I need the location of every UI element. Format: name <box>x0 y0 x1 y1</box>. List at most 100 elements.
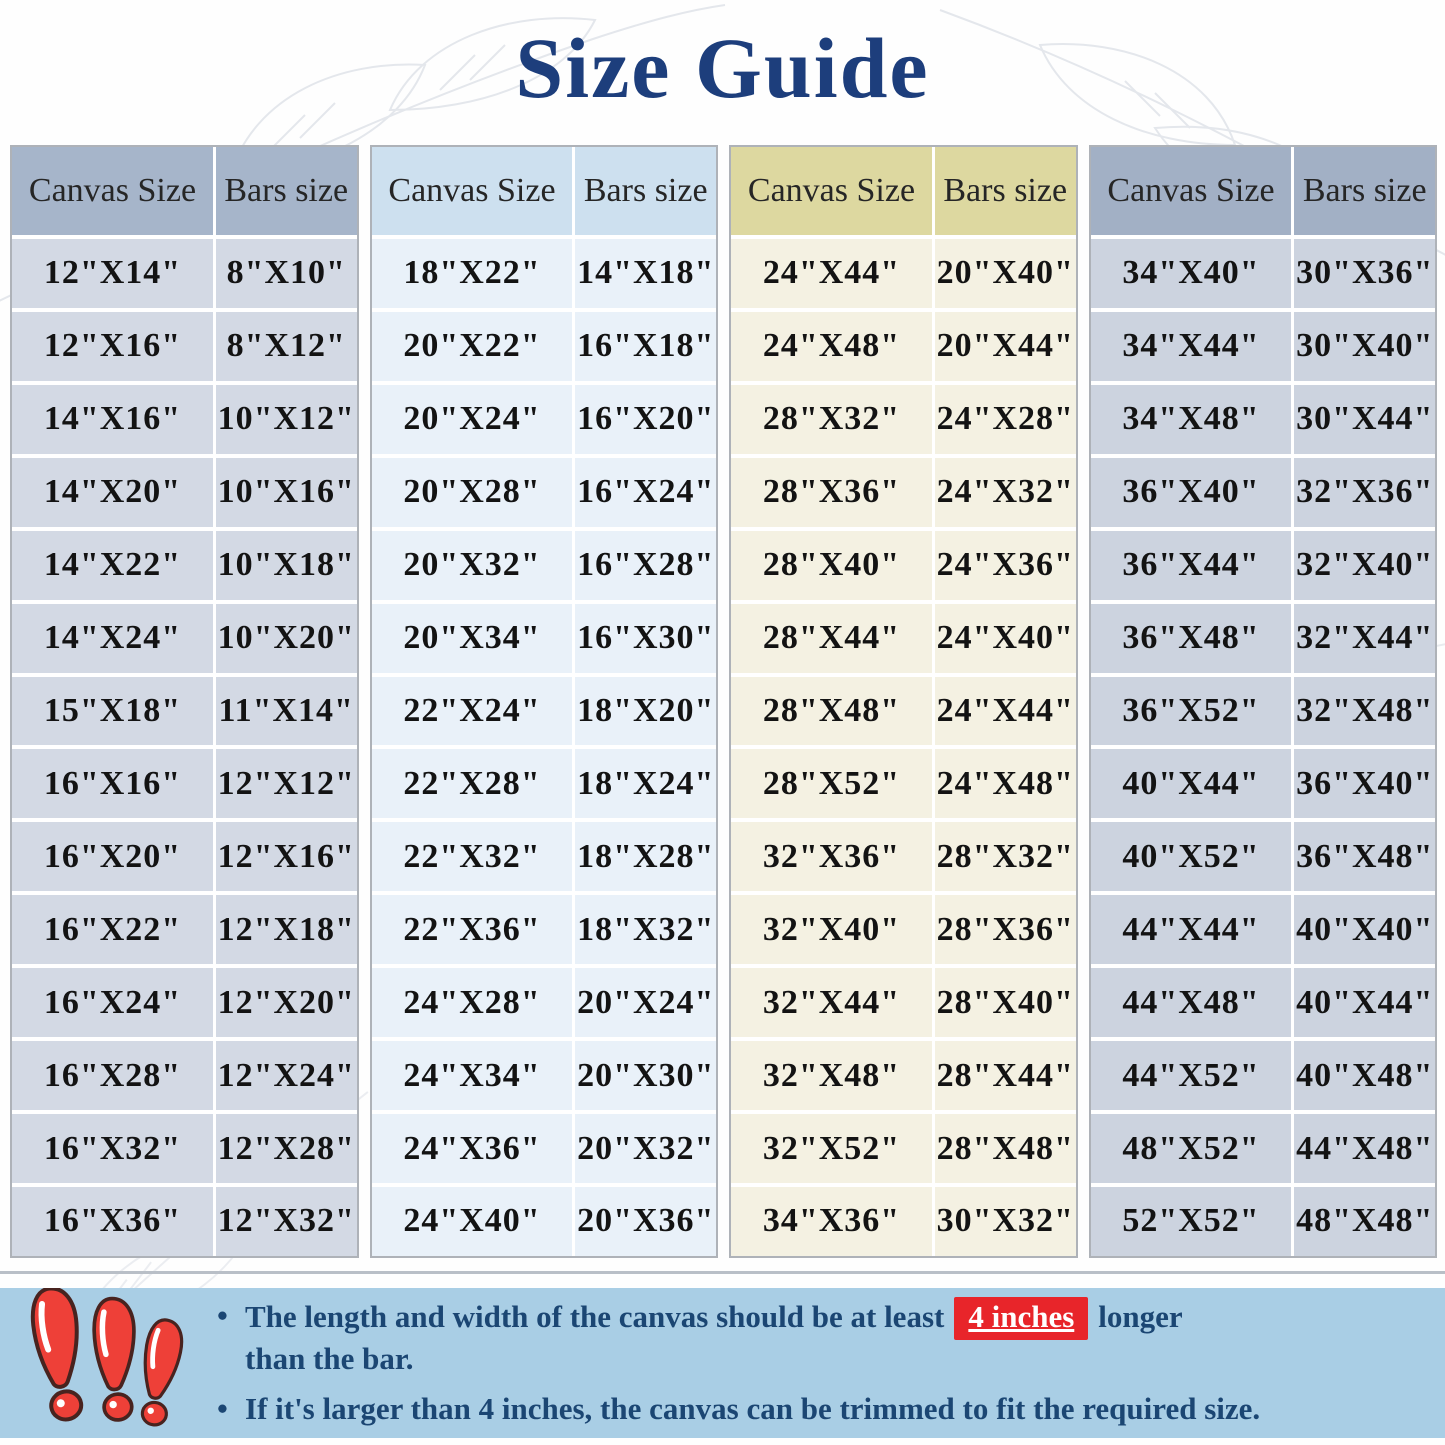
bars-size-cell: 28"X36" <box>934 895 1076 965</box>
note1-line2: than the bar. <box>245 1340 414 1376</box>
size-tables-container: Canvas Size Bars size 12"X14" 8"X10" 12"X1… <box>10 145 1437 1258</box>
bars-size-cell: 12"X28" <box>215 1114 357 1183</box>
bars-size-cell: 18"X28" <box>575 822 716 892</box>
canvas-size-cell: 44"X52" <box>1090 1041 1292 1111</box>
table-row: 22"X24" 18"X20" <box>371 676 716 746</box>
bars-size-cell: 28"X44" <box>934 1041 1076 1111</box>
table-body: 34"X40" 30"X36" 34"X44" 30"X40" 34"X48" 30"X4… <box>1090 239 1435 1256</box>
canvas-size-cell: 34"X48" <box>1090 384 1292 454</box>
table-row: 20"X24" 16"X20" <box>371 384 716 454</box>
bars-size-cell: 20"X36" <box>575 1186 716 1256</box>
bars-size-cell: 36"X40" <box>1294 749 1435 819</box>
bars-size-cell: 36"X48" <box>1294 822 1435 892</box>
table-row: 14"X24" 10"X20" <box>12 603 357 673</box>
table-row: 28"X40" 24"X36" <box>731 530 1076 600</box>
table-header-row: Canvas Size Bars size <box>731 147 1076 235</box>
table-row: 40"X52" 36"X48" <box>1090 822 1435 892</box>
bars-size-cell: 20"X24" <box>575 968 716 1038</box>
size-table-4: Canvas Size Bars size 34"X40" 30"X36" 34"X… <box>1088 145 1437 1258</box>
bars-size-cell: 32"X44" <box>1294 603 1435 673</box>
table-row: 40"X44" 36"X40" <box>1090 749 1435 819</box>
table-row: 22"X28" 18"X24" <box>371 749 716 819</box>
bars-size-cell: 16"X18" <box>575 311 716 381</box>
table-body: 12"X14" 8"X10" 12"X16" 8"X12" 14"X16" 10"X12"… <box>12 239 357 1256</box>
canvas-size-cell: 12"X16" <box>12 311 213 381</box>
canvas-size-cell: 36"X48" <box>1090 603 1292 673</box>
table-row: 32"X52" 28"X48" <box>731 1114 1076 1183</box>
table-row: 24"X48" 20"X44" <box>731 311 1076 381</box>
bars-size-cell: 24"X36" <box>934 530 1076 600</box>
note2-text: If it's larger than 4 inches, the canvas… <box>245 1391 1261 1427</box>
table-row: 36"X44" 32"X40" <box>1090 530 1435 600</box>
bars-size-cell: 8"X10" <box>215 239 357 308</box>
canvas-size-cell: 40"X52" <box>1090 822 1292 892</box>
bars-size-cell: 18"X20" <box>575 676 716 746</box>
canvas-size-cell: 20"X34" <box>371 603 573 673</box>
bars-size-cell: 28"X40" <box>934 968 1076 1038</box>
bars-size-header: Bars size <box>1294 147 1435 235</box>
table-row: 22"X32" 18"X28" <box>371 822 716 892</box>
canvas-size-cell: 52"X52" <box>1090 1186 1292 1256</box>
bars-size-cell: 30"X40" <box>1294 311 1435 381</box>
bullet-dot: • <box>217 1391 228 1427</box>
bars-size-cell: 48"X48" <box>1294 1186 1435 1256</box>
bars-size-cell: 32"X40" <box>1294 530 1435 600</box>
canvas-size-cell: 48"X52" <box>1090 1114 1292 1183</box>
bars-size-cell: 12"X32" <box>215 1186 357 1256</box>
table-row: 34"X44" 30"X40" <box>1090 311 1435 381</box>
table-row: 24"X34" 20"X30" <box>371 1041 716 1111</box>
table-row: 32"X40" 28"X36" <box>731 895 1076 965</box>
canvas-size-cell: 20"X28" <box>371 457 573 527</box>
bars-size-cell: 11"X14" <box>215 676 357 746</box>
canvas-size-cell: 22"X36" <box>371 895 573 965</box>
canvas-size-cell: 12"X14" <box>12 239 213 308</box>
table-row: 32"X44" 28"X40" <box>731 968 1076 1038</box>
note1-text-before: The length and width of the canvas shoul… <box>245 1298 945 1334</box>
table-row: 44"X52" 40"X48" <box>1090 1041 1435 1111</box>
canvas-size-cell: 44"X48" <box>1090 968 1292 1038</box>
table-row: 28"X48" 24"X44" <box>731 676 1076 746</box>
table-row: 36"X40" 32"X36" <box>1090 457 1435 527</box>
canvas-size-cell: 14"X20" <box>12 457 213 527</box>
canvas-size-cell: 44"X44" <box>1090 895 1292 965</box>
canvas-size-cell: 36"X40" <box>1090 457 1292 527</box>
canvas-size-cell: 14"X16" <box>12 384 213 454</box>
canvas-size-cell: 16"X28" <box>12 1041 213 1111</box>
canvas-size-cell: 32"X48" <box>731 1041 932 1111</box>
canvas-size-cell: 16"X16" <box>12 749 213 819</box>
bullet-dot: • <box>217 1297 228 1333</box>
table-row: 34"X36" 30"X32" <box>731 1186 1076 1256</box>
table-row: 44"X44" 40"X40" <box>1090 895 1435 965</box>
table-body: 18"X22" 14"X18" 20"X22" 16"X18" 20"X24" 16"X2… <box>371 239 716 1256</box>
canvas-size-cell: 24"X48" <box>731 311 932 381</box>
size-table-1: Canvas Size Bars size 12"X14" 8"X10" 12"X1… <box>10 145 359 1258</box>
bars-size-cell: 18"X32" <box>575 895 716 965</box>
table-row: 18"X22" 14"X18" <box>371 239 716 308</box>
canvas-size-cell: 32"X40" <box>731 895 932 965</box>
table-row: 16"X32" 12"X28" <box>12 1114 357 1183</box>
table-row: 48"X52" 44"X48" <box>1090 1114 1435 1183</box>
bars-size-cell: 10"X16" <box>215 457 357 527</box>
bars-size-cell: 16"X30" <box>575 603 716 673</box>
bars-size-cell: 12"X24" <box>215 1041 357 1111</box>
canvas-size-cell: 32"X52" <box>731 1114 932 1183</box>
canvas-size-cell: 20"X24" <box>371 384 573 454</box>
table-header-row: Canvas Size Bars size <box>12 147 357 235</box>
bars-size-cell: 44"X48" <box>1294 1114 1435 1183</box>
table-row: 14"X16" 10"X12" <box>12 384 357 454</box>
page-title: Size Guide <box>515 20 930 116</box>
canvas-size-cell: 14"X24" <box>12 603 213 673</box>
table-row: 34"X48" 30"X44" <box>1090 384 1435 454</box>
canvas-size-cell: 22"X32" <box>371 822 573 892</box>
bars-size-cell: 12"X12" <box>215 749 357 819</box>
canvas-size-header: Canvas Size <box>12 147 213 235</box>
table-row: 15"X18" 11"X14" <box>12 676 357 746</box>
table-row: 34"X40" 30"X36" <box>1090 239 1435 308</box>
bars-size-cell: 12"X16" <box>215 822 357 892</box>
table-row: 28"X36" 24"X32" <box>731 457 1076 527</box>
bars-size-cell: 32"X36" <box>1294 457 1435 527</box>
table-row: 16"X24" 12"X20" <box>12 968 357 1038</box>
bars-size-cell: 20"X40" <box>934 239 1076 308</box>
canvas-size-cell: 34"X44" <box>1090 311 1292 381</box>
table-row: 36"X48" 32"X44" <box>1090 603 1435 673</box>
